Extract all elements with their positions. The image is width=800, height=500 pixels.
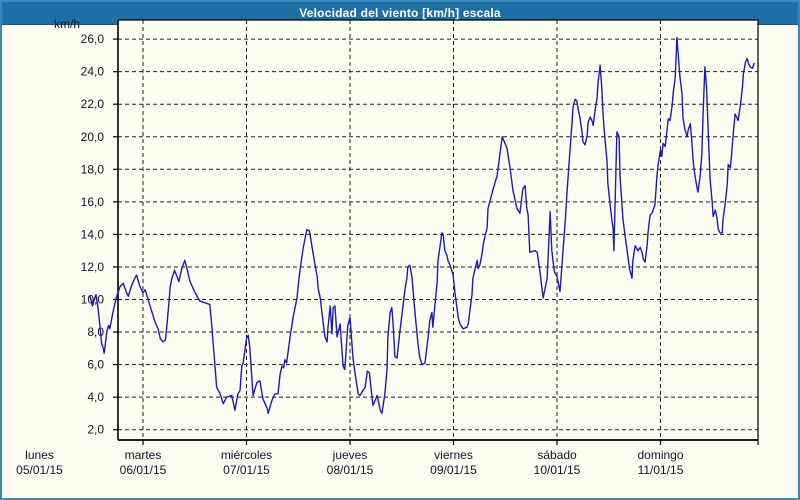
x-date-label: 11/01/15 [638, 463, 684, 476]
y-tick-label: 2,0 [87, 423, 104, 437]
y-tick-label: 8,0 [87, 325, 104, 339]
x-date-label: 06/01/15 [120, 463, 167, 476]
y-tick-label: 16,0 [81, 195, 105, 209]
x-day-label: domingo [637, 448, 683, 462]
window-title: Velocidad del viento [km/h] escala [299, 6, 501, 20]
y-tick-label: 22,0 [81, 97, 105, 111]
y-tick-label: 24,0 [81, 65, 105, 79]
y-tick-label: 26,0 [81, 32, 105, 46]
x-date-label: 08/01/15 [327, 463, 374, 476]
y-tick-label: 6,0 [87, 358, 104, 372]
y-tick-label: 10,0 [81, 293, 105, 307]
y-tick-label: 20,0 [81, 130, 105, 144]
y-tick-label: 14,0 [81, 227, 105, 241]
x-day-label: martes [125, 448, 162, 462]
x-day-label: miércoles [221, 448, 272, 462]
y-tick-label: 18,0 [81, 162, 105, 176]
x-date-label: 07/01/15 [223, 463, 270, 476]
y-tick-label: 4,0 [87, 390, 104, 404]
x-date-label: 10/01/15 [534, 463, 581, 476]
plot-area [118, 20, 758, 440]
x-day-label: lunes [25, 448, 54, 462]
wind-speed-line [89, 36, 755, 415]
x-day-label: viernes [434, 448, 473, 462]
y-tick-label: 12,0 [81, 260, 105, 274]
y-axis-unit-label: km/h [54, 17, 80, 31]
x-date-label: 09/01/15 [430, 463, 477, 476]
x-day-label: sábado [537, 448, 577, 462]
x-date-label: 05/01/15 [16, 463, 63, 476]
wind-speed-chart: 2,0 4,0 6,0 8,0 10,0 12,0 14,0 16,0 18,0 20,0 22,0… [16, 17, 759, 476]
x-day-label: jueves [332, 448, 368, 462]
